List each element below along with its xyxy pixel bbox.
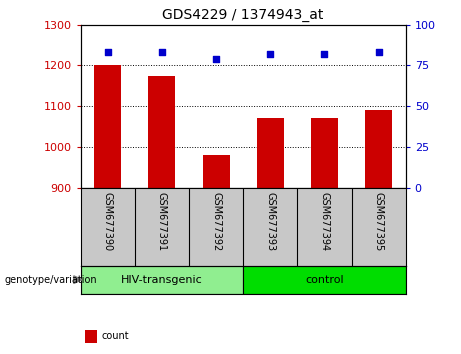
Bar [81,266,243,294]
Point [321,51,328,57]
Text: GSM677394: GSM677394 [319,192,330,251]
Text: control: control [305,275,344,285]
Point [266,51,274,57]
Bar [365,110,392,188]
Text: GSM677391: GSM677391 [157,192,167,251]
Text: GSM677390: GSM677390 [103,192,113,251]
Bar [257,118,284,188]
Text: genotype/variation: genotype/variation [5,275,97,285]
Text: GSM677395: GSM677395 [373,192,384,251]
Bar [311,118,338,188]
Bar [94,65,121,188]
Bar [202,155,230,188]
Text: GSM677392: GSM677392 [211,192,221,251]
Bar [243,266,406,294]
Title: GDS4229 / 1374943_at: GDS4229 / 1374943_at [162,8,324,22]
Point [158,50,165,55]
Text: HIV-transgenic: HIV-transgenic [121,275,203,285]
Point [375,50,382,55]
Text: count: count [101,331,129,341]
Point [213,56,220,62]
Point [104,50,112,55]
Bar [148,76,176,188]
Text: GSM677393: GSM677393 [265,192,275,251]
